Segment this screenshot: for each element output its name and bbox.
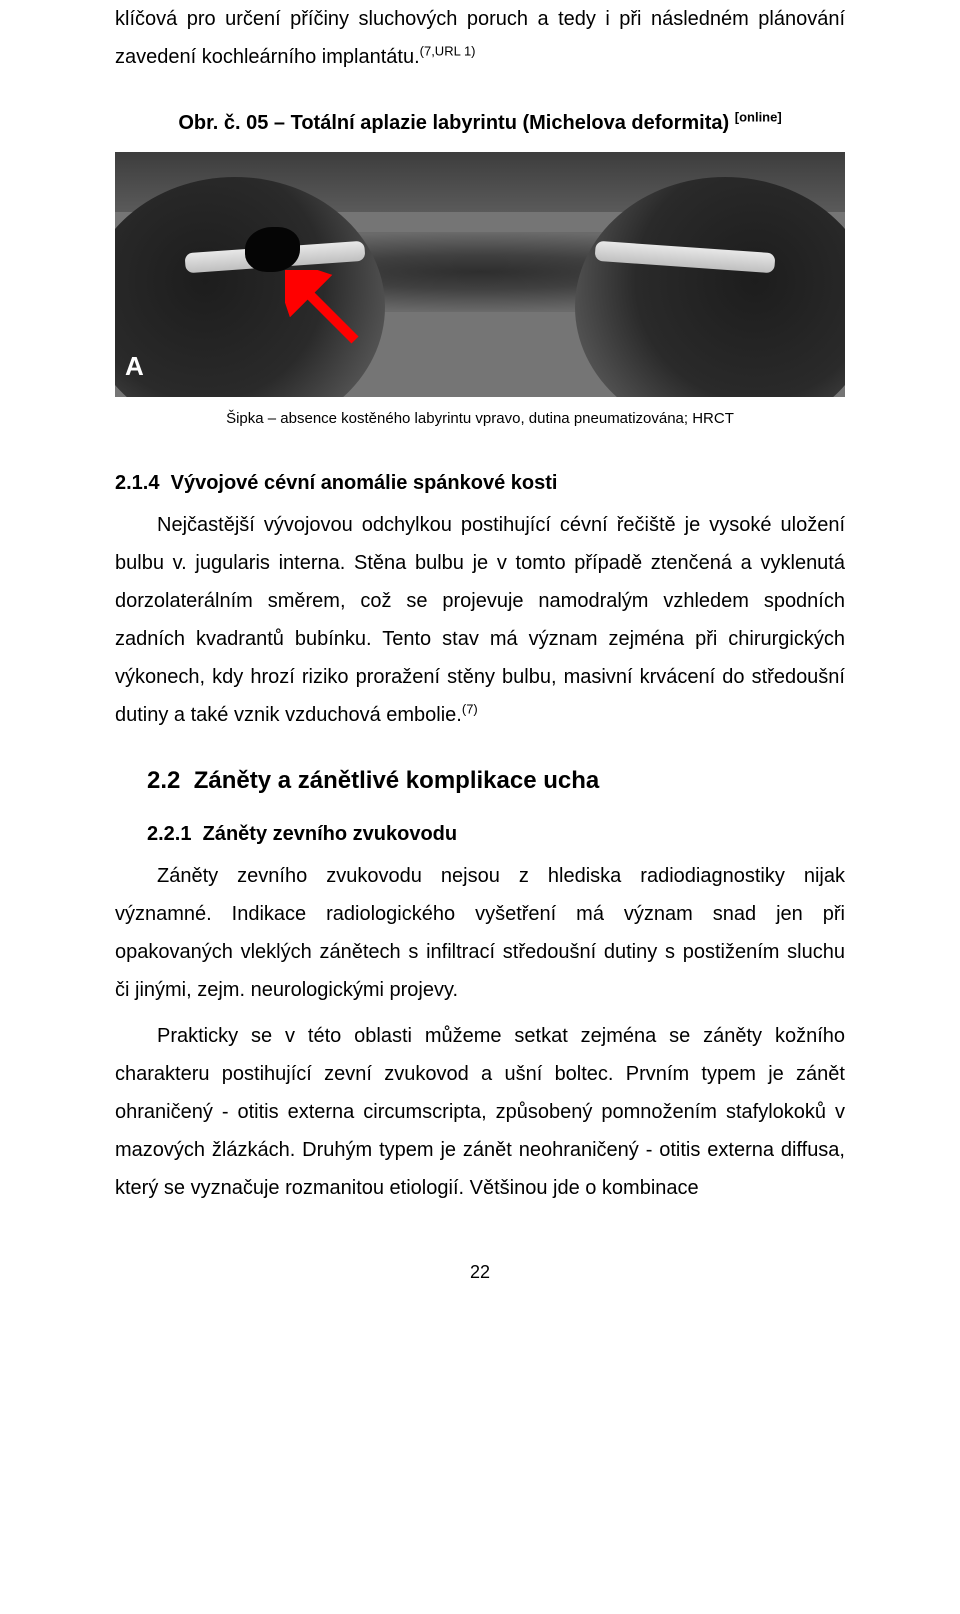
arrow-icon bbox=[285, 270, 375, 360]
figure-caption-text: Obr. č. 05 – Totální aplazie labyrintu (… bbox=[178, 112, 734, 134]
ct-cavity bbox=[245, 227, 300, 272]
heading-2-2-1-title: Záněty zevního zvukovodu bbox=[203, 823, 457, 845]
heading-2-1-4: 2.1.4 Vývojové cévní anomálie spánkové k… bbox=[115, 464, 845, 502]
paragraph-2-1-4: Nejčastější vývojovou odchylkou postihuj… bbox=[115, 506, 845, 734]
heading-2-1-4-title: Vývojové cévní anomálie spánkové kosti bbox=[171, 472, 558, 494]
paragraph-2-1-4-text: Nejčastější vývojovou odchylkou postihuj… bbox=[115, 514, 845, 726]
heading-2-2-1: 2.2.1 Záněty zevního zvukovodu bbox=[147, 815, 845, 853]
heading-2-2-title: Záněty a zánětlivé komplikace ucha bbox=[194, 767, 600, 794]
figure-panel-label: A bbox=[125, 342, 144, 391]
heading-2-2-1-num: 2.2.1 bbox=[147, 823, 191, 845]
heading-2-2: 2.2 Záněty a zánětlivé komplikace ucha bbox=[147, 758, 845, 804]
heading-2-2-num: 2.2 bbox=[147, 767, 180, 794]
figure-image: A bbox=[115, 152, 845, 397]
page-number: 22 bbox=[115, 1255, 845, 1289]
heading-2-1-4-num: 2.1.4 bbox=[115, 472, 159, 494]
paragraph-2-2-1a: Záněty zevního zvukovodu nejsou z hledis… bbox=[115, 857, 845, 1009]
figure-caption-sup: [online] bbox=[735, 109, 782, 124]
paragraph-2-1-4-sup: (7) bbox=[462, 701, 478, 716]
page: klíčová pro určení příčiny sluchových po… bbox=[0, 0, 960, 1614]
paragraph-2-2-1b: Prakticky se v této oblasti můžeme setka… bbox=[115, 1017, 845, 1207]
intro-paragraph: klíčová pro určení příčiny sluchových po… bbox=[115, 0, 845, 76]
intro-superscript: (7,URL 1) bbox=[420, 43, 476, 58]
intro-line2-prefix: zavedení kochleárního implantátu. bbox=[115, 46, 420, 68]
figure-subcaption: Šipka – absence kostěného labyrintu vpra… bbox=[115, 405, 845, 434]
figure-caption: Obr. č. 05 – Totální aplazie labyrintu (… bbox=[115, 104, 845, 142]
intro-line1: klíčová pro určení příčiny sluchových po… bbox=[115, 8, 845, 30]
